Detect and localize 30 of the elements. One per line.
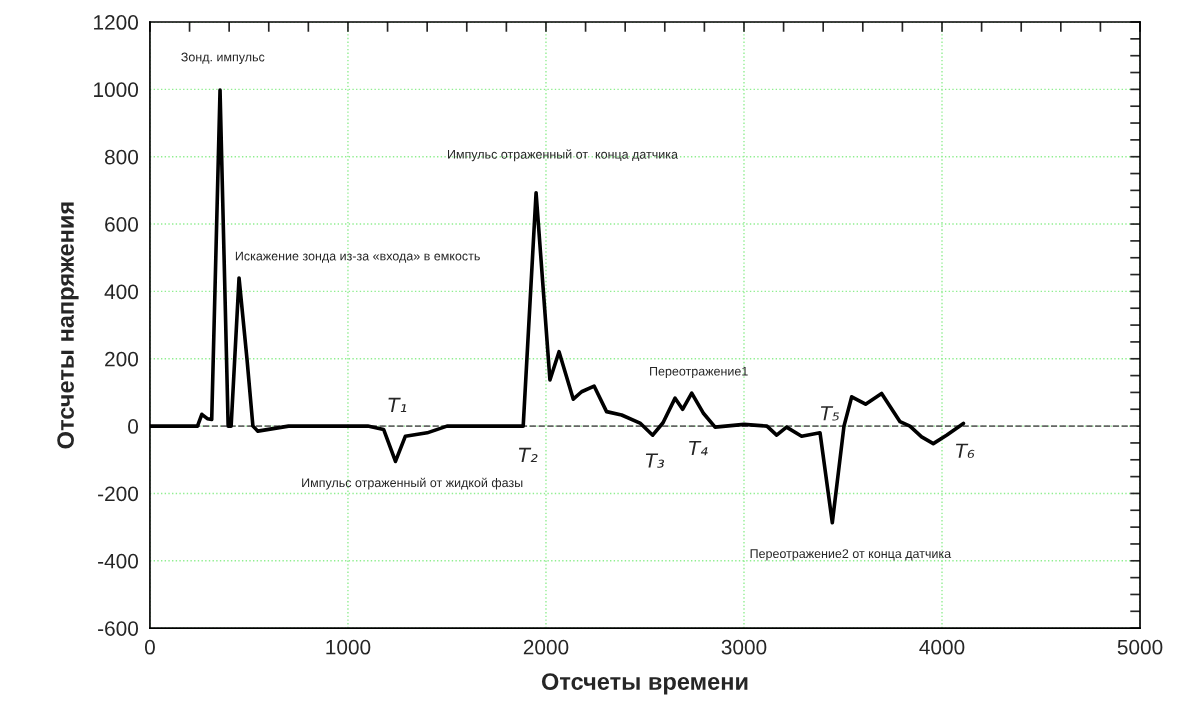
annotation: Импульс отраженный от конца датчика <box>448 149 678 162</box>
y-tick-label: 200 <box>105 351 139 367</box>
annotation: Переотражение1 <box>650 366 748 379</box>
x-tick-label: 0 <box>144 639 155 655</box>
y-tick-label: 1000 <box>94 82 139 98</box>
annotation: T₃ <box>645 453 665 468</box>
y-tick-label: 800 <box>104 149 139 165</box>
annotation: Искажение зонда из-за «входа» в емкость <box>235 251 480 263</box>
y-tick-label: 600 <box>105 217 139 232</box>
x-tick-label: 3000 <box>721 639 767 655</box>
annotation: Переотражение2 от конца датчика <box>750 549 952 561</box>
y-tick-label: -200 <box>98 486 139 502</box>
annotation: Импульс отраженный от жидкой фазы <box>302 477 523 490</box>
x-tick-label: 4000 <box>919 639 965 655</box>
x-tick-label: 2000 <box>523 639 569 655</box>
y-tick-label: 1200 <box>94 15 139 30</box>
annotation: T₂ <box>518 447 538 463</box>
x-tick-label: 5000 <box>1117 639 1163 655</box>
annotation: Зонд. импульс <box>181 52 265 64</box>
annotation: T₄ <box>689 440 708 456</box>
x-axis-title: Отсчеты времени <box>541 673 748 695</box>
y-axis-title: Отсчеты напряжения <box>57 202 79 449</box>
y-tick-label: -400 <box>98 553 139 569</box>
annotation: T₅ <box>820 406 839 421</box>
y-tick-label: -600 <box>98 621 139 636</box>
x-tick-label: 1000 <box>326 639 371 655</box>
annotation: T₆ <box>955 443 975 459</box>
annotation: T₁ <box>388 397 407 413</box>
y-tick-label: 0 <box>128 419 139 434</box>
y-tick-label: 400 <box>104 284 139 300</box>
